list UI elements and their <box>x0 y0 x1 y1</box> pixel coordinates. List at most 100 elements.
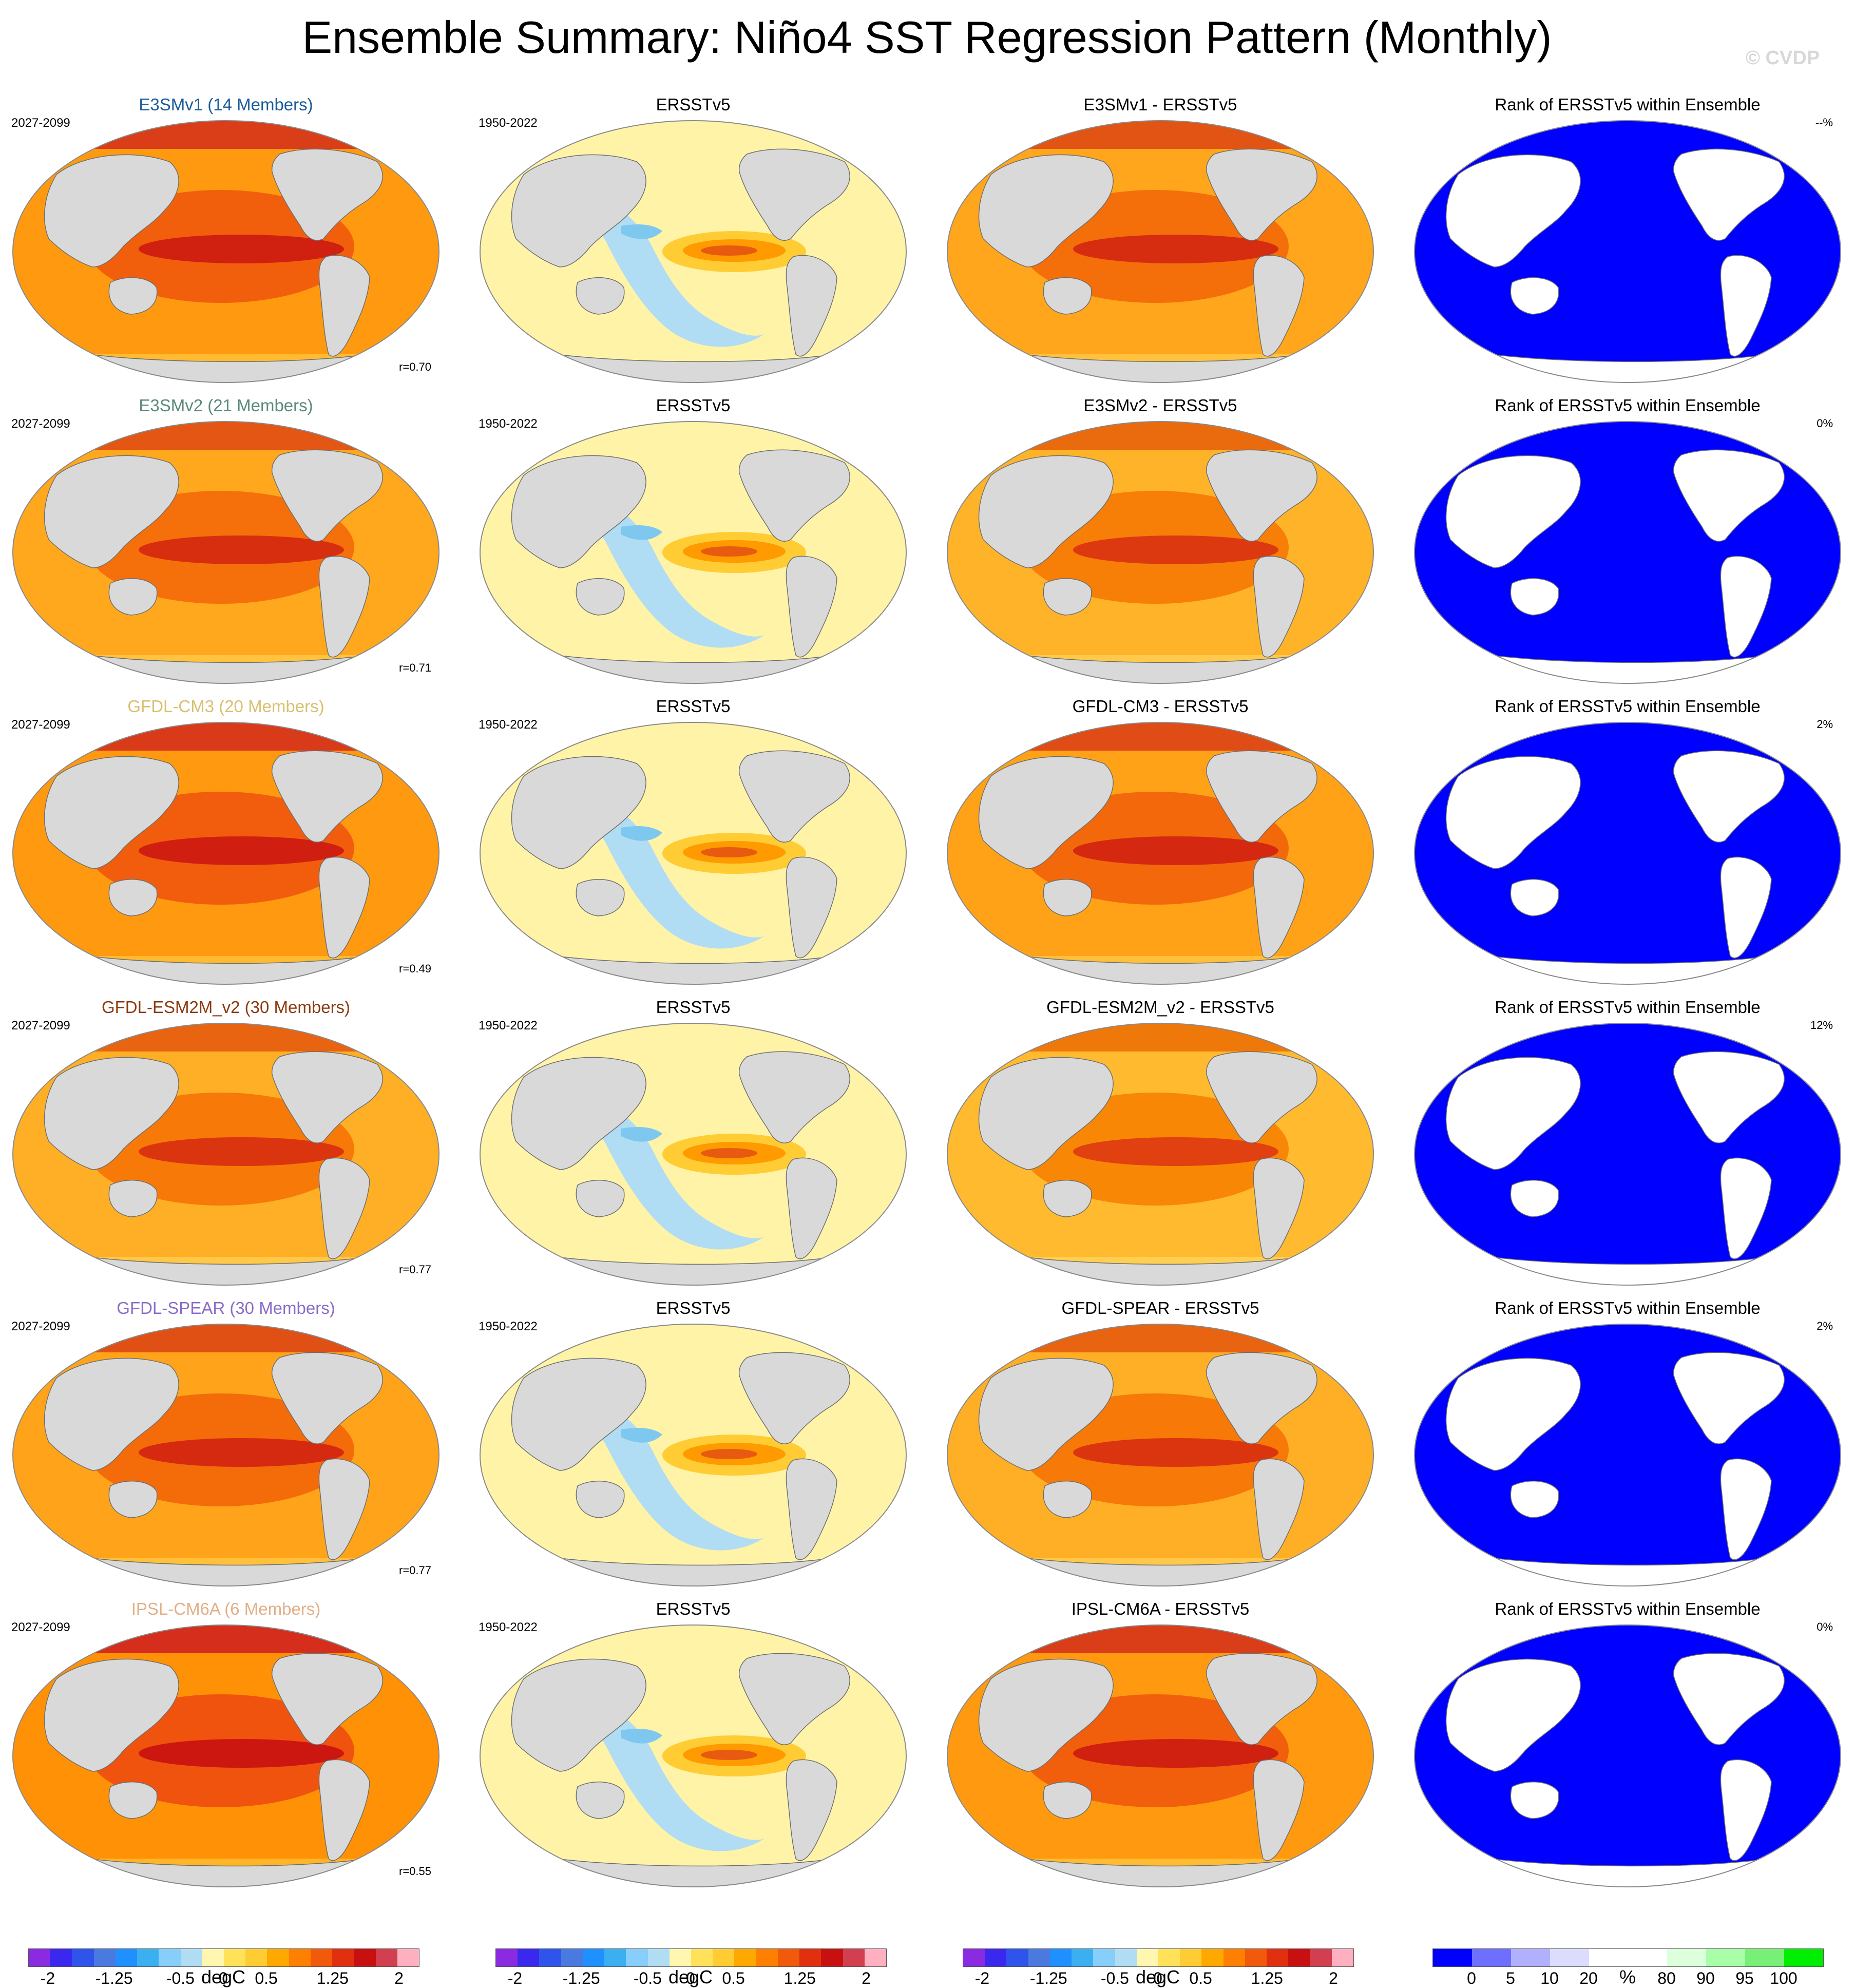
land-mass <box>738 1051 850 1143</box>
colorbar-tick-label: -2 <box>974 1969 990 1987</box>
land-mass <box>1720 1157 1772 1259</box>
land-mass <box>1673 449 1785 542</box>
panel-title: ERSSTv5 <box>656 697 731 716</box>
panel-title: ERSSTv5 <box>656 1599 731 1618</box>
rank-percent: 12% <box>1810 1019 1833 1031</box>
land-mass <box>576 1481 625 1518</box>
colorbar-swatch <box>1093 1949 1115 1966</box>
colorbar-swatch <box>1049 1949 1072 1966</box>
land-mass <box>318 255 370 357</box>
colorbar-swatch <box>1784 1949 1823 1966</box>
map-panel-model: E3SMv2 (21 Members) 2027-2099 r=0.71 <box>0 393 452 694</box>
land-mass <box>576 277 625 315</box>
land-mass <box>1673 1352 1785 1444</box>
colorbar-tick-label: -2 <box>40 1969 55 1987</box>
panel-years: 1950-2022 <box>479 718 538 732</box>
land-mass <box>1253 856 1305 959</box>
colorbar-tick-label: -2 <box>507 1969 523 1987</box>
land-mass <box>1445 455 1581 568</box>
land-mass <box>1510 1782 1559 1819</box>
colorbar-swatch <box>647 1949 670 1966</box>
land-mass <box>44 1358 179 1471</box>
arctic-band <box>13 422 439 450</box>
land-mass <box>1510 879 1559 916</box>
land-mass <box>1720 556 1772 658</box>
colorbar-swatch <box>1223 1949 1245 1966</box>
land-mass <box>1720 856 1772 959</box>
map-outline <box>947 1023 1374 1286</box>
land-mass <box>786 556 837 658</box>
land-mass <box>576 578 625 616</box>
world-map <box>12 1023 439 1286</box>
world-map <box>947 421 1374 684</box>
map-panel-diff: E3SMv2 - ERSSTv5 <box>934 393 1386 694</box>
map-panel-obs: ERSSTv5 1950-2022 <box>467 1296 919 1596</box>
land-mass <box>1673 148 1785 241</box>
land-mass <box>1445 154 1581 267</box>
figure-title: Ensemble Summary: Niño4 SST Regression P… <box>302 12 1552 63</box>
colorbar-swatch <box>691 1949 713 1966</box>
land-mass <box>1253 556 1305 658</box>
warm-core <box>139 235 344 263</box>
map-outline <box>947 722 1374 985</box>
colorbar-swatch <box>843 1949 865 1966</box>
land-mass <box>1043 1782 1092 1819</box>
land-mass <box>1043 1180 1092 1217</box>
colorbar-swatch <box>1331 1949 1353 1966</box>
cool-core <box>621 826 662 841</box>
land-mass <box>108 1481 158 1518</box>
map-outline <box>480 421 907 684</box>
colorbar-tick-label: 0 <box>1153 1969 1162 1987</box>
world-map <box>1414 421 1841 684</box>
colorbar-tick-label: 1.25 <box>783 1969 816 1987</box>
land-mass <box>1206 1352 1317 1444</box>
colorbar-sst <box>28 1948 419 1967</box>
land-mass <box>511 1057 646 1170</box>
pattern-correlation: r=0.70 <box>399 360 431 373</box>
colorbar-tick-label: 2 <box>394 1969 404 1987</box>
colorbar-swatch <box>1628 1949 1667 1966</box>
world-map <box>480 1324 907 1586</box>
land-mass <box>318 856 370 959</box>
land-mass <box>738 148 850 241</box>
land-mass <box>1340 154 1360 178</box>
land-mass <box>1445 1358 1581 1471</box>
land-mass <box>1510 578 1559 616</box>
map-outline <box>12 1624 439 1887</box>
land-mass <box>978 756 1114 869</box>
world-map <box>12 1324 439 1586</box>
map-outline <box>480 120 907 383</box>
land-mass <box>405 1056 426 1080</box>
panel-title: Rank of ERSSTv5 within Ensemble <box>1495 697 1761 716</box>
map-outline <box>480 1624 907 1887</box>
colorbar-swatch <box>713 1949 735 1966</box>
cool-core <box>621 1729 662 1744</box>
colorbar-swatch <box>1706 1949 1745 1966</box>
panel-title: E3SMv1 (14 Members) <box>139 95 313 114</box>
map-panel-rank: Rank of ERSSTv5 within Ensemble 2% <box>1402 694 1853 995</box>
land-mass <box>576 1180 625 1217</box>
map-outline <box>1414 722 1841 985</box>
colorbar-swatch <box>1310 1949 1332 1966</box>
colorbar-tick-label: -0.5 <box>166 1969 195 1987</box>
pattern-correlation: r=0.77 <box>399 1564 431 1577</box>
land-mass <box>576 1782 625 1819</box>
land-mass <box>1206 750 1317 843</box>
colorbar-swatch <box>626 1949 648 1966</box>
land-mass <box>1807 154 1827 178</box>
colorbar-swatch <box>354 1949 376 1966</box>
colorbar-swatch <box>1180 1949 1202 1966</box>
colorbar-swatch <box>115 1949 138 1966</box>
map-panel-model: GFDL-SPEAR (30 Members) 2027-2099 r=0.77 <box>0 1296 452 1596</box>
land-mass <box>44 756 179 869</box>
map-outline <box>480 1324 907 1586</box>
pattern-correlation: r=0.71 <box>399 661 431 674</box>
land-mass <box>978 455 1114 568</box>
world-map <box>480 120 907 383</box>
land-mass <box>1807 1357 1827 1381</box>
cool-core <box>621 1127 662 1142</box>
cool-core <box>621 525 662 540</box>
colorbar-swatch <box>332 1949 354 1966</box>
land-mass <box>1445 1658 1581 1772</box>
land-mass <box>271 1051 383 1143</box>
